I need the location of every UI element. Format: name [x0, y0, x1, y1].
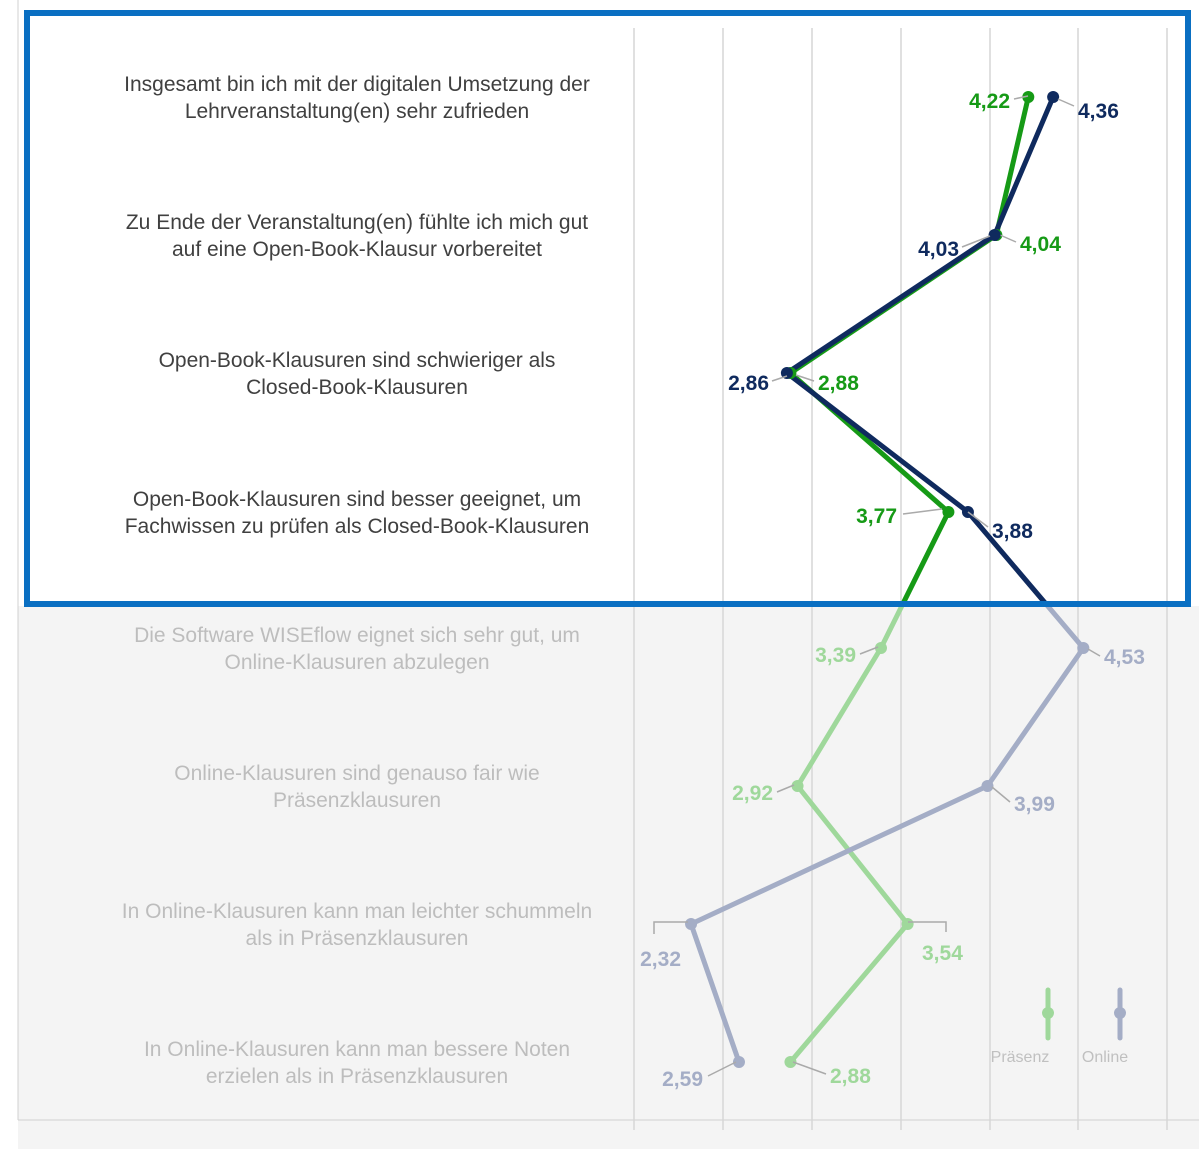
- leader-line-1-4: [1087, 648, 1101, 657]
- legend-label-1: Online: [1082, 1049, 1128, 1066]
- category-label-1: Zu Ende der Veranstaltung(en) fühlte ich…: [126, 211, 588, 261]
- point-prsenz-0: [1022, 91, 1035, 103]
- data-label-prsenz-2: 2,88: [818, 372, 859, 395]
- point-online-3: [961, 506, 974, 518]
- legend-label-0: Präsenz: [991, 1049, 1050, 1066]
- data-label-online-5: 3,99: [1014, 793, 1055, 816]
- point-online-0: [1047, 91, 1060, 103]
- data-label-prsenz-0: 4,22: [969, 90, 1010, 113]
- data-label-prsenz-6: 3,54: [922, 942, 963, 965]
- leader-line-0-3: [902, 508, 943, 515]
- data-label-prsenz-1: 4,04: [1020, 233, 1061, 256]
- point-online-5: [981, 780, 994, 792]
- highlight-frame: [24, 10, 1191, 607]
- faded-background: [18, 606, 1199, 1149]
- data-label-online-3: 3,88: [992, 520, 1033, 543]
- leader-line-0-6: [908, 921, 947, 932]
- data-label-online-6: 2,32: [640, 948, 681, 971]
- category-label-6: In Online-Klausuren kann man leichter sc…: [122, 900, 592, 950]
- point-online-7: [732, 1056, 745, 1068]
- leader-line-0-4: [859, 646, 879, 655]
- leader-line-1-7: [707, 1061, 737, 1077]
- category-label-3: Open-Book-Klausuren sind besser geeignet…: [125, 488, 590, 538]
- legend-marker-0: [1042, 1007, 1054, 1019]
- point-online-4: [1077, 642, 1090, 654]
- legend-marker-1: [1114, 1007, 1126, 1019]
- leader-line-0-5: [776, 784, 795, 793]
- leader-line-0-2: [795, 374, 815, 382]
- point-online-6: [685, 918, 698, 930]
- data-label-online-7: 2,59: [662, 1068, 703, 1091]
- data-label-prsenz-3: 3,77: [856, 505, 897, 528]
- data-label-online-2: 2,86: [728, 372, 769, 395]
- leader-line-1-5: [991, 786, 1011, 803]
- leader-line-1-6: [653, 921, 688, 934]
- point-prsenz-4: [874, 642, 887, 654]
- data-label-online-0: 4,36: [1078, 100, 1119, 123]
- point-prsenz-5: [791, 780, 804, 792]
- point-online-2: [780, 367, 793, 379]
- category-label-7: In Online-Klausuren kann man bessere Not…: [144, 1038, 570, 1088]
- leader-line-1-1: [961, 235, 991, 248]
- data-label-online-4: 4,53: [1104, 646, 1145, 669]
- point-prsenz-3: [942, 506, 955, 518]
- category-label-4: Die Software WISEflow eignet sich sehr g…: [134, 624, 580, 674]
- data-label-prsenz-5: 2,92: [732, 782, 773, 805]
- point-online-1: [988, 229, 1001, 241]
- category-label-2: Open-Book-Klausuren sind schwieriger als…: [159, 349, 556, 399]
- leader-line-0-7: [792, 1061, 827, 1075]
- data-label-prsenz-4: 3,39: [815, 644, 856, 667]
- category-label-0: Insgesamt bin ich mit der digitalen Umse…: [124, 73, 590, 123]
- leader-line-0-0: [1013, 95, 1029, 100]
- leader-line-1-2: [771, 375, 788, 382]
- leader-line-0-1: [999, 234, 1017, 243]
- leader-line-1-3: [967, 511, 989, 528]
- category-label-5: Online-Klausuren sind genauso fair wie Pr…: [174, 762, 539, 812]
- data-label-online-1: 4,03: [918, 238, 959, 261]
- point-prsenz-6: [901, 918, 914, 930]
- leader-line-1-0: [1057, 98, 1075, 107]
- data-label-prsenz-7: 2,88: [830, 1065, 871, 1088]
- point-prsenz-7: [784, 1056, 797, 1068]
